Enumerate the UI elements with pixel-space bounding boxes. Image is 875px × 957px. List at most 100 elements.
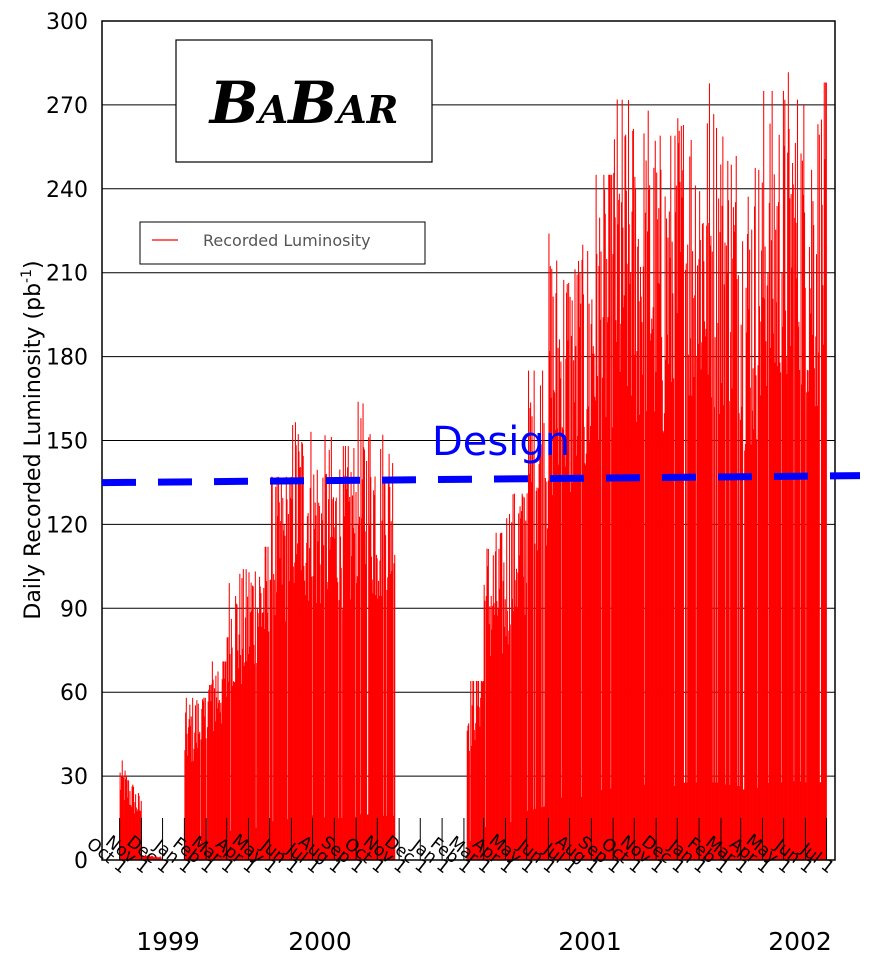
daily-bar [475, 681, 477, 860]
daily-bar [785, 310, 787, 861]
daily-bar [348, 501, 350, 860]
daily-bar [187, 755, 189, 860]
daily-bar [723, 284, 725, 861]
daily-bar [485, 827, 487, 860]
daily-bar [477, 705, 479, 860]
daily-bar [467, 725, 469, 860]
daily-bar [125, 779, 127, 860]
daily-bar [382, 815, 384, 860]
daily-bar [545, 481, 547, 860]
daily-bar [207, 701, 209, 860]
daily-bar [334, 538, 336, 860]
daily-bar [740, 324, 742, 860]
daily-bar [529, 408, 531, 860]
daily-bar [777, 366, 779, 860]
daily-bar [513, 493, 515, 860]
daily-bar [151, 855, 153, 860]
daily-bar [796, 99, 799, 861]
daily-bar [634, 176, 636, 861]
daily-bar [253, 644, 255, 860]
daily-bar [137, 809, 139, 860]
daily-bar [254, 663, 256, 860]
daily-bar [533, 370, 535, 860]
daily-bar [754, 167, 756, 861]
daily-bar [123, 777, 125, 860]
daily-bar [705, 328, 707, 861]
daily-bar [195, 742, 197, 860]
daily-bar [692, 297, 694, 860]
logo-text: BABAR [208, 69, 399, 137]
daily-bar [495, 532, 497, 860]
daily-bar [670, 135, 672, 860]
daily-bar [361, 518, 363, 860]
y-tick-label: 300 [46, 10, 88, 35]
daily-bar [473, 681, 475, 860]
daily-bar [496, 601, 498, 860]
daily-bar [199, 731, 201, 860]
daily-bar [478, 681, 480, 860]
daily-bar [159, 856, 161, 860]
daily-bar [133, 813, 135, 860]
daily-bar [517, 572, 519, 860]
daily-bar [531, 416, 533, 860]
daily-bar [280, 479, 282, 860]
y-tick-labels: 0 30 60 90 120 150 180 210 240 270 300 [46, 10, 88, 874]
daily-bar [791, 267, 793, 860]
daily-bar [273, 573, 275, 860]
daily-bar [654, 411, 656, 860]
daily-bar [584, 463, 586, 860]
daily-bar [685, 269, 687, 860]
daily-bar [794, 217, 796, 860]
year-label: 2000 [288, 927, 352, 956]
daily-bar [652, 307, 654, 860]
daily-bar [246, 661, 248, 860]
daily-bar [677, 143, 680, 861]
daily-bar [583, 426, 585, 860]
daily-bar [793, 781, 795, 860]
daily-bar [482, 682, 484, 860]
daily-bar [489, 606, 491, 860]
daily-bar [304, 580, 306, 860]
daily-bar [588, 303, 590, 860]
daily-bar [725, 245, 727, 860]
daily-bar [380, 596, 382, 860]
daily-bar [342, 446, 344, 860]
daily-bar [329, 549, 331, 860]
daily-bar [299, 467, 301, 860]
y-tick-label: 270 [46, 94, 88, 119]
daily-bar [635, 188, 637, 860]
daily-bar [389, 486, 391, 860]
daily-bar [813, 368, 815, 860]
daily-bar [137, 792, 139, 860]
daily-bar [758, 306, 761, 860]
daily-bar [642, 374, 644, 860]
logo-letter-1: B [208, 69, 259, 137]
daily-bar [756, 439, 758, 860]
daily-bar [516, 607, 518, 860]
logo-letter-3: B [286, 69, 337, 137]
daily-bar [219, 712, 221, 860]
daily-bar [346, 489, 348, 860]
daily-bar [351, 495, 354, 860]
daily-bar [818, 134, 820, 860]
daily-bar [378, 580, 380, 860]
daily-bar [145, 856, 147, 860]
daily-bar [202, 701, 204, 860]
daily-bar [349, 496, 351, 860]
daily-bar [187, 727, 189, 860]
daily-bar [372, 593, 374, 860]
daily-bar [718, 198, 720, 860]
daily-bar [600, 251, 602, 861]
daily-bar [559, 378, 561, 860]
daily-bar [678, 130, 680, 860]
daily-bar [215, 675, 217, 860]
daily-bar [683, 782, 685, 860]
daily-bar [209, 685, 211, 860]
daily-bar [773, 174, 775, 861]
daily-bar [595, 174, 597, 861]
design-line [101, 472, 861, 487]
daily-bar [795, 222, 797, 860]
daily-bar [563, 453, 565, 860]
daily-bar [525, 520, 527, 860]
daily-bar [551, 495, 553, 860]
